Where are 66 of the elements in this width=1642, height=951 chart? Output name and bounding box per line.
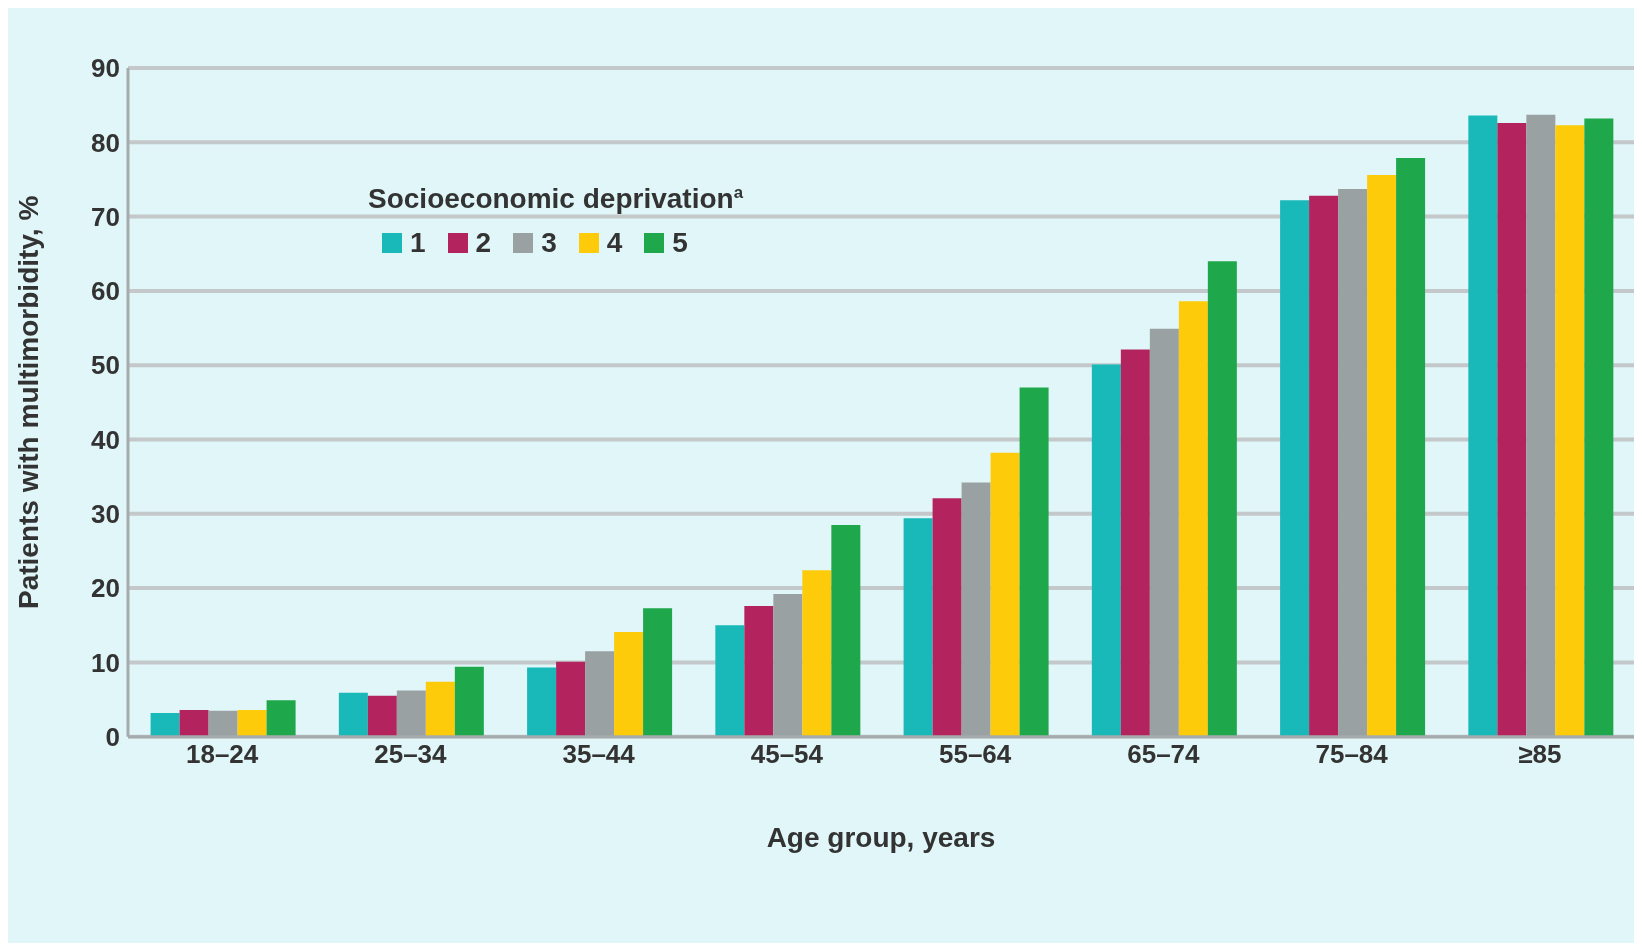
bar	[932, 498, 962, 737]
bar	[1367, 174, 1397, 737]
y-tick-label: 0	[105, 721, 120, 752]
bar	[527, 667, 557, 737]
bar	[425, 681, 455, 737]
bar	[831, 524, 861, 737]
bar	[1280, 200, 1310, 737]
bar	[1497, 122, 1527, 737]
bar	[454, 666, 484, 737]
bar	[556, 661, 586, 737]
y-tick-label: 90	[91, 53, 120, 84]
bar	[744, 605, 774, 737]
bar	[338, 692, 368, 737]
bar	[773, 594, 803, 737]
bar	[1149, 328, 1179, 737]
legend-label: 2	[474, 227, 492, 260]
x-tick-label: 75–84	[1315, 739, 1389, 770]
legend-label: 1	[409, 227, 426, 260]
legend-title: Socioeconomic deprivation$^{a}$	[368, 183, 743, 215]
y-tick-label: 80	[91, 127, 120, 158]
bar	[1309, 195, 1339, 737]
bar	[208, 710, 238, 737]
x-tick-label: 18–24	[185, 739, 259, 770]
x-axis-title: Age group, years	[766, 821, 996, 853]
bar	[1019, 387, 1049, 737]
bar	[237, 709, 267, 737]
bar	[643, 608, 673, 737]
bar	[585, 651, 615, 737]
bar	[266, 700, 296, 737]
bar	[961, 482, 991, 737]
bar	[715, 625, 745, 737]
bar	[1120, 349, 1150, 737]
bar	[1555, 125, 1585, 737]
bar	[1338, 189, 1368, 737]
x-tick-label: ≥85	[1518, 739, 1562, 770]
y-tick-label: 20	[91, 573, 120, 604]
y-tick-label: 50	[91, 350, 120, 381]
legend-label: 4	[605, 227, 623, 260]
bar	[903, 518, 933, 737]
y-tick-label: 40	[91, 424, 120, 455]
bar	[1178, 301, 1208, 737]
bar	[1396, 157, 1426, 737]
bar	[1468, 115, 1498, 737]
x-tick-label: 35–44	[562, 739, 636, 770]
x-tick-label: 45–54	[750, 739, 824, 770]
y-axis-title: Patients with multimorbidity, %	[12, 195, 44, 609]
bar	[614, 631, 644, 737]
bar	[396, 690, 426, 737]
bar	[1526, 114, 1556, 737]
bar	[150, 712, 180, 737]
legend-label: 5	[671, 227, 688, 260]
bar	[1584, 118, 1614, 737]
y-tick-label: 60	[91, 276, 120, 307]
bar	[990, 452, 1020, 737]
bar	[1091, 364, 1121, 737]
x-tick-label: 65–74	[1127, 739, 1201, 770]
x-tick-label: 55–64	[938, 739, 1012, 770]
x-tick-label: 25–34	[374, 739, 448, 770]
bar	[367, 695, 397, 737]
bar	[802, 570, 832, 737]
y-tick-label: 30	[91, 499, 120, 530]
bar	[179, 709, 209, 737]
legend-label: 3	[540, 227, 557, 260]
bar	[1207, 261, 1237, 737]
y-tick-label: 70	[91, 201, 120, 232]
y-tick-label: 10	[91, 647, 120, 678]
